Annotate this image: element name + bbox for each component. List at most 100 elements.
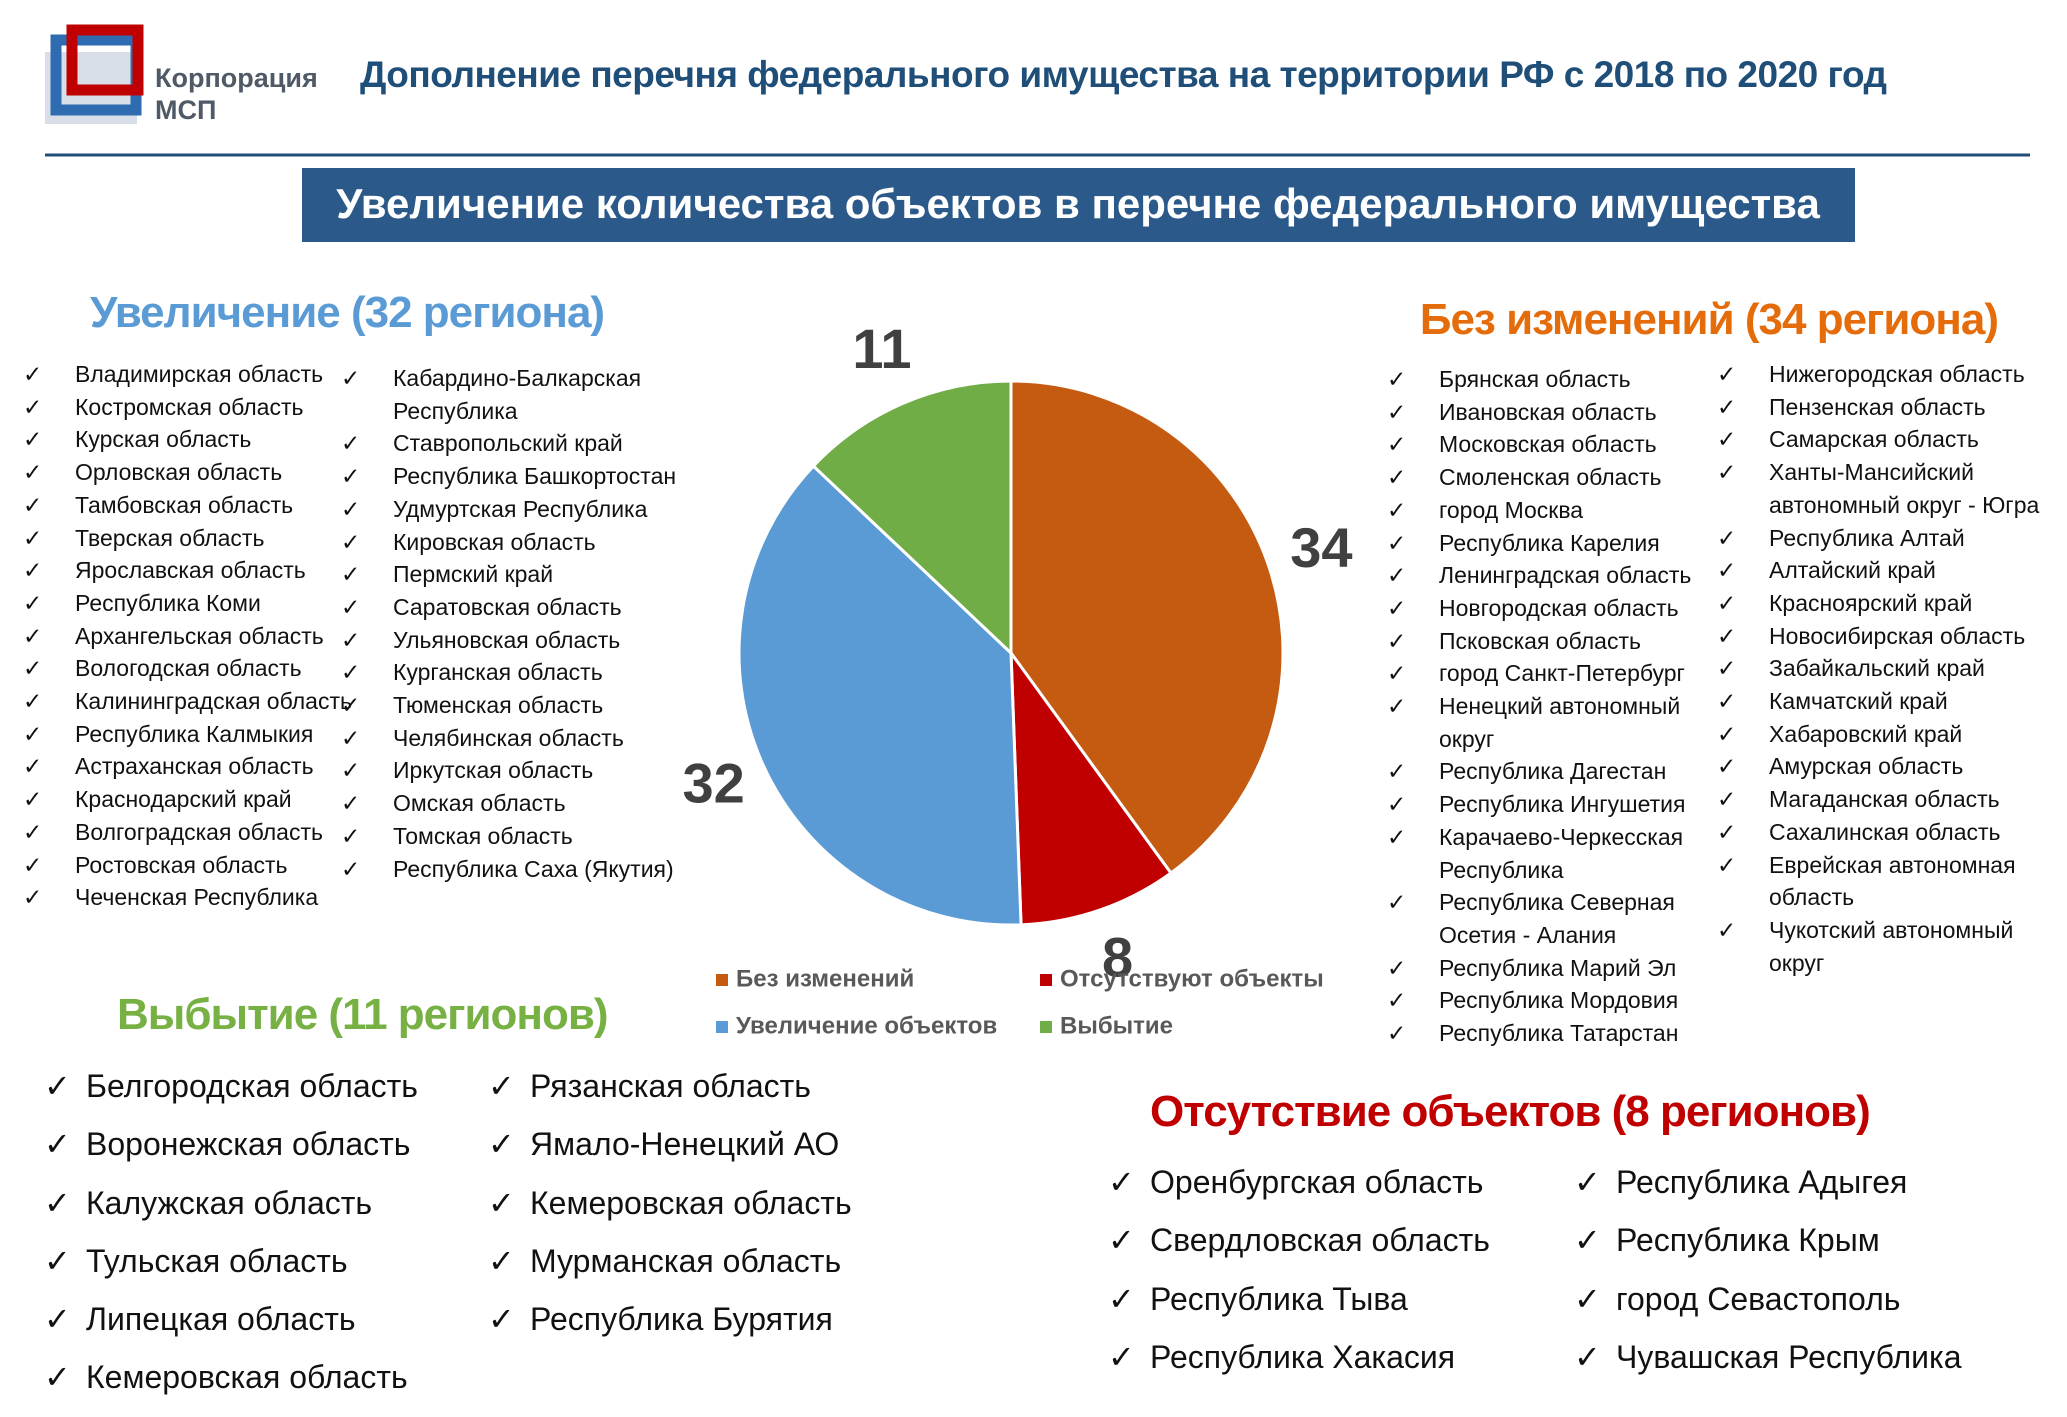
region-item: Тамбовская область <box>23 489 375 522</box>
region-item: Томская область <box>341 820 713 853</box>
region-list: Владимирская областьКостромская областьК… <box>23 358 375 914</box>
region-list: Республика АдыгеяРеспублика Крымгород Се… <box>1574 1153 2016 1386</box>
data-label: 34 <box>1290 516 1352 579</box>
data-label: 8 <box>1102 925 1133 988</box>
region-item: Омская область <box>341 787 713 820</box>
region-item: Магаданская область <box>1717 783 2041 816</box>
region-item: Кабардино-Балкарская Республика <box>341 362 713 427</box>
region-item: Воронежская область <box>44 1115 486 1174</box>
region-item: Смоленская область <box>1387 461 1729 494</box>
data-label: 11 <box>852 317 911 380</box>
group-title: Выбытие (11 регионов) <box>117 990 609 1039</box>
pie-slice <box>811 379 1013 657</box>
region-list: Белгородская областьВоронежская областьК… <box>44 1057 486 1407</box>
region-item: Самарская область <box>1717 423 2041 456</box>
banner: Увеличение количества объектов в перечне… <box>336 180 1820 227</box>
region-item: Тульская область <box>44 1232 486 1291</box>
region-list: Брянская областьИвановская областьМосков… <box>1387 363 1729 1050</box>
region-item: Вологодская область <box>23 652 375 685</box>
region-item: Оренбургская область <box>1108 1153 1550 1212</box>
region-item: Астраханская область <box>23 750 375 783</box>
region-item: Алтайский край <box>1717 554 2041 587</box>
region-item: Калужская область <box>44 1174 486 1233</box>
logo <box>45 24 144 124</box>
region-list: Нижегородская областьПензенская областьС… <box>1717 358 2041 979</box>
region-item: Белгородская область <box>44 1057 486 1116</box>
group-title: Отсутствие объектов (8 регионов) <box>1150 1087 1871 1136</box>
region-item: Удмуртская Республика <box>341 493 713 526</box>
region-item: Республика Крым <box>1574 1211 2016 1270</box>
region-list: Рязанская областьЯмало-Ненецкий АОКемеро… <box>488 1057 930 1349</box>
group-title: Увеличение (32 региона) <box>90 288 605 337</box>
banner-bg <box>302 168 1855 242</box>
region-item: Республика Тыва <box>1108 1270 1550 1329</box>
region-item: Чукотский автономный округ <box>1717 914 2041 979</box>
region-item: Ставропольский край <box>341 427 713 460</box>
region-item: Московская область <box>1387 428 1729 461</box>
pie-slice <box>1009 379 1285 876</box>
region-item: Ивановская область <box>1387 396 1729 429</box>
legend-label: Без изменений <box>736 965 914 992</box>
region-item: Брянская область <box>1387 363 1729 396</box>
legend-swatch <box>716 1021 728 1033</box>
region-item: Ленинградская область <box>1387 559 1729 592</box>
region-item: Иркутская область <box>341 754 713 787</box>
region-item: Республика Алтай <box>1717 522 2041 555</box>
region-item: Республика Башкортостан <box>341 460 713 493</box>
region-item: Забайкальский край <box>1717 652 2041 685</box>
region-item: Ханты-Мансийский автономный округ - Югра <box>1717 456 2041 521</box>
region-item: Владимирская область <box>23 358 375 391</box>
region-item: Тюменская область <box>341 689 713 722</box>
legend-label: Увеличение объектов <box>736 1012 997 1039</box>
group-title: Без изменений (34 региона) <box>1419 295 1999 344</box>
region-item: Краснодарский край <box>23 783 375 816</box>
region-item: Мурманская область <box>488 1232 930 1291</box>
region-item: Республика Калмыкия <box>23 718 375 751</box>
region-item: Пермский край <box>341 558 713 591</box>
region-item: город Москва <box>1387 494 1729 527</box>
region-item: Липецкая область <box>44 1290 486 1349</box>
region-item: Нижегородская область <box>1717 358 2041 391</box>
region-item: Сахалинская область <box>1717 816 2041 849</box>
region-list: Кабардино-Балкарская РеспубликаСтавропол… <box>341 362 713 885</box>
region-item: Ростовская область <box>23 849 375 882</box>
region-item: Челябинская область <box>341 722 713 755</box>
region-item: Волгоградская область <box>23 816 375 849</box>
pie-slice <box>737 463 1023 927</box>
region-list: Оренбургская областьСвердловская область… <box>1108 1153 1550 1387</box>
region-item: Курская область <box>23 423 375 456</box>
region-item: Республика Карелия <box>1387 527 1729 560</box>
region-item: Республика Хакасия <box>1108 1328 1550 1387</box>
region-item: Амурская область <box>1717 750 2041 783</box>
region-item: Республика Ингушетия <box>1387 788 1729 821</box>
region-item: Ульяновская область <box>341 624 713 657</box>
region-item: Архангельская область <box>23 620 375 653</box>
legend-swatch <box>1040 1021 1052 1033</box>
legend-label: Выбытие <box>1060 1012 1173 1039</box>
region-item: Республика Марий Эл <box>1387 952 1729 985</box>
region-item: Калининградская область <box>23 685 375 718</box>
legend-swatch <box>1040 974 1052 986</box>
region-item: Республика Северная Осетия - Алания <box>1387 886 1729 951</box>
logo-text: Корпорация МСП <box>155 62 318 126</box>
region-item: Ненецкий автономный округ <box>1387 690 1729 755</box>
region-item: Кемеровская область <box>488 1174 930 1233</box>
region-item: Тверская область <box>23 522 375 555</box>
region-item: Курганская область <box>341 656 713 689</box>
region-item: Республика Татарстан <box>1387 1017 1729 1050</box>
region-item: Карачаево-Черкесская Республика <box>1387 821 1729 886</box>
region-item: Новгородская область <box>1387 592 1729 625</box>
region-item: Камчатский край <box>1717 685 2041 718</box>
region-item: Республика Мордовия <box>1387 984 1729 1017</box>
logo-line: МСП <box>155 95 217 125</box>
region-item: Республика Коми <box>23 587 375 620</box>
region-item: Республика Бурятия <box>488 1290 930 1349</box>
region-item: Саратовская область <box>341 591 713 624</box>
region-item: Псковская область <box>1387 625 1729 658</box>
region-item: Еврейская автономная область <box>1717 849 2041 914</box>
region-item: Хабаровский край <box>1717 718 2041 751</box>
region-item: Республика Адыгея <box>1574 1153 2016 1212</box>
region-item: Орловская область <box>23 456 375 489</box>
